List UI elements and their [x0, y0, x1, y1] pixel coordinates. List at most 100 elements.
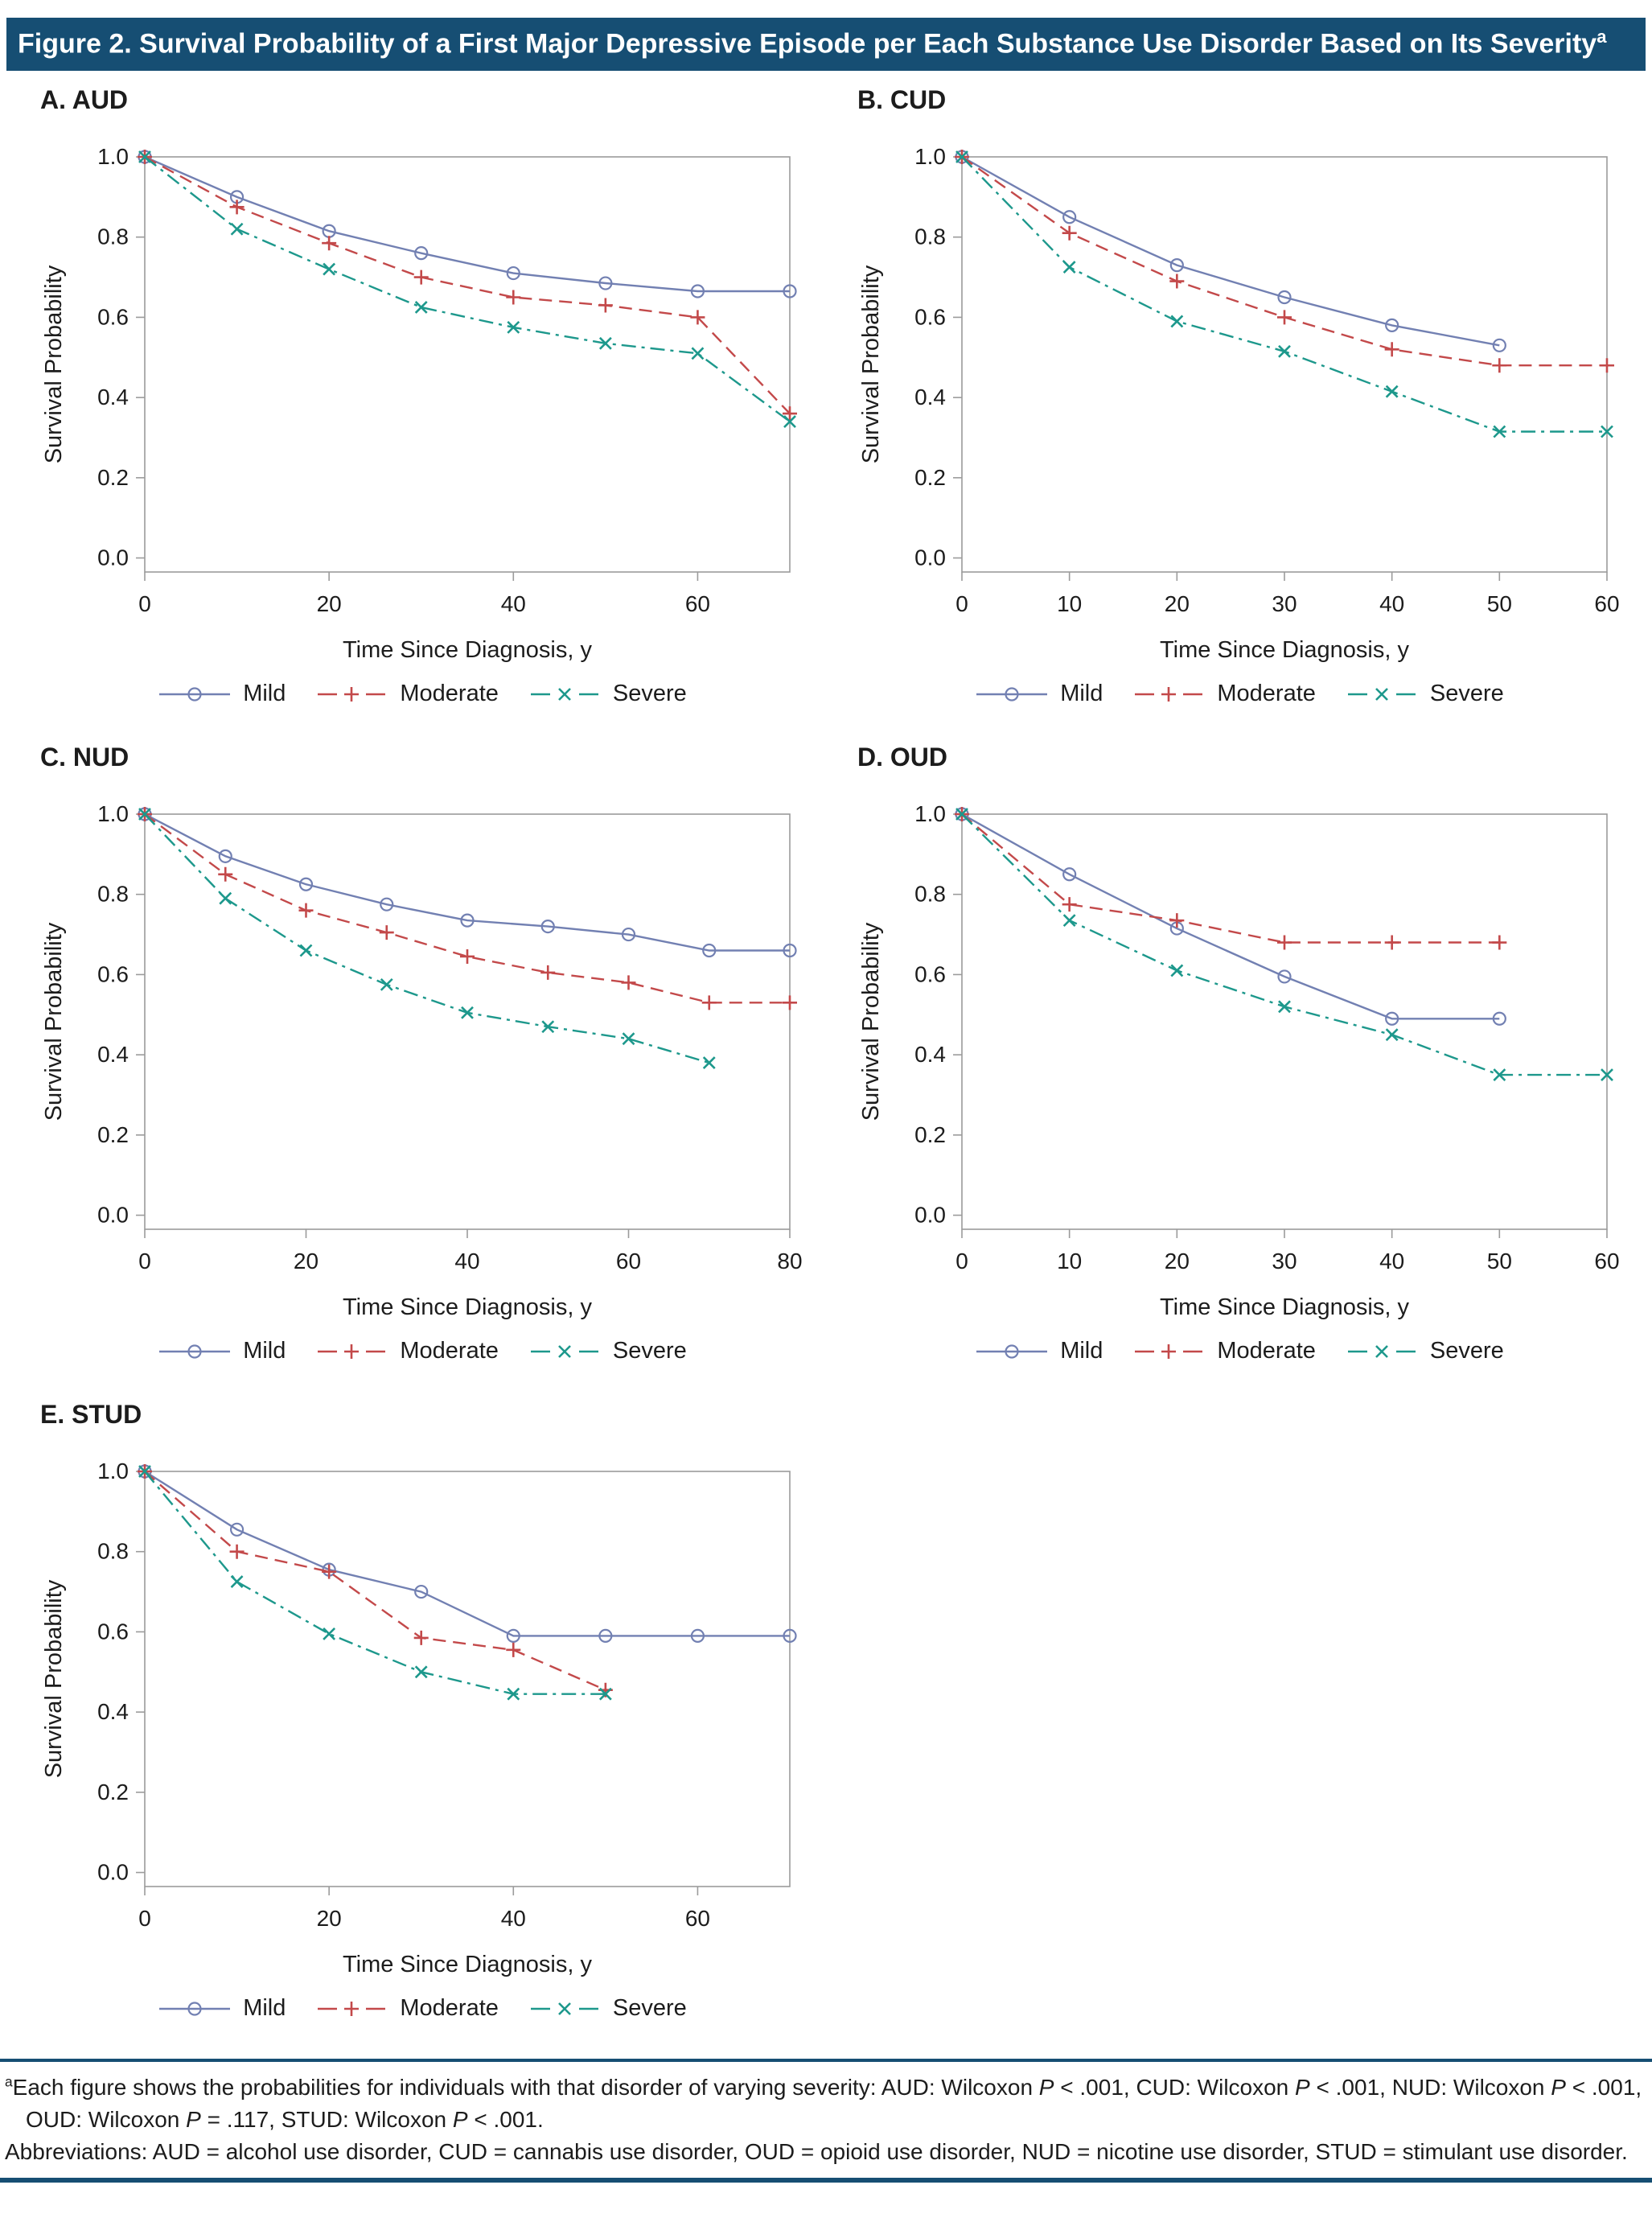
- x-tick-label: 40: [1379, 1249, 1404, 1274]
- legend-line-sample-solid: [976, 1344, 1048, 1359]
- figure-title: Figure 2. Survival Probability of a Firs…: [18, 28, 1597, 60]
- y-axis-label: Survival Probability: [858, 922, 884, 1121]
- legend-line-sample-dashed: [318, 2001, 386, 2016]
- y-axis-label: Survival Probability: [41, 265, 67, 463]
- marker-plus: [783, 995, 797, 1010]
- marker-circle: [1492, 338, 1506, 353]
- chart-panel-b: B. CUD 0 10 20 30 40 50 60 0.0 0.2 0.4 0.6 0.8 1.0 Tim…: [841, 82, 1638, 707]
- footnote-segment: P: [1551, 2075, 1566, 2101]
- marker-plus: [322, 1564, 337, 1579]
- y-axis-label: Survival Probability: [858, 265, 884, 463]
- marker-plus: [1161, 1343, 1177, 1359]
- marker-plus: [1492, 358, 1507, 373]
- marker-x: [230, 222, 244, 236]
- plot-frame: [144, 813, 791, 1230]
- marker-x: [622, 1032, 635, 1046]
- marker-plus: [506, 290, 521, 305]
- marker-x: [1493, 425, 1506, 438]
- legend-item-moderate: Moderate: [314, 1995, 499, 2022]
- series-line-moderate: [144, 156, 791, 415]
- x-axis-label: Time Since Diagnosis, y: [1160, 1294, 1409, 1320]
- marker-circle: [1385, 318, 1399, 333]
- legend-item-mild: Mild: [158, 1338, 286, 1364]
- marker-x: [323, 262, 336, 276]
- panel-title: B. CUD: [857, 85, 947, 115]
- marker-x: [138, 808, 151, 821]
- x-tick-label: 60: [685, 591, 710, 616]
- marker-plus: [344, 1343, 360, 1359]
- panel-title: D. OUD: [857, 743, 947, 772]
- legend-item-mild: Mild: [158, 1995, 286, 2022]
- marker-circle: [1277, 969, 1292, 984]
- legend-line-sample-dashdot: [530, 1344, 598, 1358]
- survival-chart-b: 0 10 20 30 40 50 60 0.0 0.2 0.4 0.6 0.8 1.0 Time Sinc…: [858, 144, 1620, 663]
- y-tick-label: 0.2: [914, 1122, 946, 1147]
- y-tick-label: 0.8: [914, 882, 946, 907]
- x-tick-label: 20: [317, 591, 342, 616]
- legend-label: Mild: [1060, 681, 1103, 707]
- y-tick-label: 0.0: [97, 1203, 129, 1228]
- marker-x: [138, 150, 151, 164]
- y-tick-label: 0.4: [914, 385, 946, 409]
- footnote-segment: Abbreviations: AUD = alcohol use disorde…: [5, 2139, 1628, 2165]
- legend-line-sample-dashed: [1135, 686, 1203, 702]
- y-tick-label: 0.0: [914, 545, 946, 570]
- marker-plus: [1277, 310, 1292, 325]
- x-axis-label: Time Since Diagnosis, y: [343, 637, 592, 663]
- x-tick-label: 40: [501, 591, 526, 616]
- marker-circle: [690, 1628, 705, 1644]
- footnote-segment: < .001, OUD: Wilcoxon: [26, 2075, 1642, 2133]
- legend: Mild Moderate Severe: [24, 1995, 820, 2022]
- marker-plus: [1492, 935, 1507, 950]
- marker-x: [598, 1687, 612, 1701]
- legend-item-moderate: Moderate: [314, 1338, 499, 1364]
- marker-plus: [229, 1544, 245, 1559]
- x-tick-label: 10: [1057, 1249, 1082, 1274]
- legend-line-sample-dashdot: [1347, 1344, 1416, 1358]
- marker-circle: [460, 913, 475, 928]
- legend-label: Moderate: [1217, 681, 1316, 707]
- plot-frame: [144, 156, 791, 573]
- legend-label: Mild: [1060, 1338, 1103, 1364]
- x-tick-label: 0: [138, 1906, 151, 1931]
- plot-frame: [144, 1471, 791, 1887]
- marker-x: [299, 944, 313, 957]
- survival-chart-a: 0 20 40 60 0.0 0.2 0.4 0.6 0.8 1.0 Time Since Diag…: [41, 144, 797, 663]
- legend-label: Moderate: [400, 1338, 499, 1364]
- y-tick-label: 0.8: [97, 224, 129, 249]
- legend-label: Moderate: [400, 1995, 499, 2022]
- legend-line-sample-dashdot: [1347, 687, 1416, 701]
- x-tick-label: 0: [138, 591, 151, 616]
- marker-x: [1385, 385, 1399, 398]
- y-tick-label: 0.6: [97, 1619, 129, 1644]
- series-line-moderate: [144, 1471, 606, 1691]
- marker-circle: [1385, 1011, 1399, 1026]
- marker-plus: [344, 686, 360, 702]
- legend-item-mild: Mild: [158, 681, 286, 707]
- footnote-segment: P: [1295, 2075, 1310, 2101]
- panel-title: A. AUD: [40, 85, 129, 115]
- legend-label: Severe: [612, 1995, 687, 2022]
- y-axis-label: Survival Probability: [41, 1579, 67, 1778]
- marker-circle: [783, 1628, 797, 1644]
- footnote-segment: < .001, NUD: Wilcoxon: [1309, 2075, 1551, 2101]
- legend-line-sample-solid: [159, 1344, 231, 1359]
- marker-x: [507, 1687, 520, 1701]
- legend-label: Severe: [612, 681, 687, 707]
- footnote-segment: P: [1038, 2075, 1054, 2101]
- marker-x: [702, 1056, 716, 1070]
- marker-circle: [506, 1628, 520, 1644]
- marker-x: [541, 1020, 555, 1034]
- marker-circle: [702, 944, 717, 958]
- marker-circle: [1492, 1011, 1506, 1026]
- footnote-segment: < .001.: [467, 2107, 544, 2133]
- legend-line-sample-dashed: [318, 686, 386, 702]
- survival-chart-e: 0 20 40 60 0.0 0.2 0.4 0.6 0.8 1.0 Time Since Diag…: [41, 1459, 797, 1977]
- legend-item-severe: Severe: [1345, 681, 1504, 707]
- x-tick-label: 40: [454, 1249, 479, 1274]
- marker-circle: [1062, 210, 1077, 224]
- legend-label: Moderate: [1217, 1338, 1316, 1364]
- x-tick-label: 30: [1272, 1249, 1297, 1274]
- marker-plus: [701, 995, 717, 1010]
- marker-x: [507, 321, 520, 334]
